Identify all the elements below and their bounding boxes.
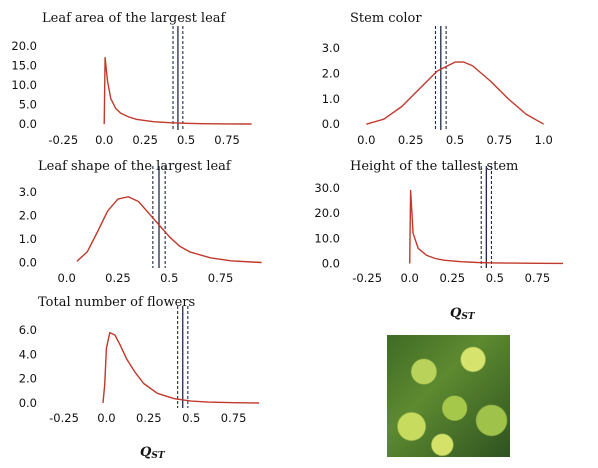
chart-3-density-curve [76,196,262,264]
chart-5-ytick-label: 0.0 [19,396,37,410]
chart-1-ytick-label: 0.0 [19,117,37,131]
chart-1-ytick-label: 10.0 [11,78,37,92]
chart-2-xtick-label: 0.25 [398,133,424,147]
chart-2-ytick-label: 1.0 [322,92,340,106]
chart-5-xtick-label: 0.75 [221,411,247,425]
chart-1-xtick-label: 0.25 [132,133,158,147]
chart-5-ytick-label: 4.0 [19,347,37,361]
chart-5-ytick-label: 6.0 [19,323,37,337]
chart-4-xtick-label: 0.5 [486,271,504,285]
chart-5-xtick-label: 0.0 [97,411,115,425]
chart-1-xtick-label: 0.75 [214,133,240,147]
chart-1-ytick-label: 15.0 [11,58,37,72]
chart-4-ytick-label: 20.0 [314,206,340,220]
chart-1-xtick-label: 0.0 [95,133,113,147]
chart-4-xtick-label: -0.25 [352,271,382,285]
chart-4-title: Height of the tallest stem [350,159,518,174]
chart-3-title: Leaf shape of the largest leaf [38,159,232,174]
chart-2-ytick-label: 0.0 [322,117,340,131]
chart-1-xtick-label: -0.25 [48,133,78,147]
chart-1-xtick-label: 0.5 [177,133,195,147]
chart-2-title: Stem color [350,11,422,26]
chart-3-xtick-label: 0.5 [160,271,178,285]
chart-5-xtick-label: -0.25 [49,411,79,425]
chart-5-xtick-label: 0.5 [182,411,200,425]
chart-2-xtick-label: 0.0 [357,133,375,147]
chart-2-xtick-label: 0.5 [446,133,464,147]
chart-1-title: Leaf area of the largest leaf [42,11,227,26]
plant-photo [387,335,510,457]
chart-4-ytick-label: 10.0 [314,231,340,245]
chart-2-xtick-label: 1.0 [535,133,553,147]
chart-3-ytick-label: 2.0 [19,209,37,223]
chart-4-xtick-label: 0.75 [525,271,551,285]
chart-2-xtick-label: 0.75 [487,133,513,147]
chart-5-ytick-label: 2.0 [19,372,37,386]
chart-4-ytick-label: 30.0 [314,181,340,195]
chart-1-ytick-label: 5.0 [19,98,37,112]
chart-5-density-curve [102,331,260,404]
chart-2-ytick-label: 3.0 [322,41,340,55]
chart-5-xtick-label: 0.25 [136,411,162,425]
chart-3-ytick-label: 3.0 [19,185,37,199]
chart-1-density-curve [103,56,252,125]
plots-group: Leaf area of the largest leaf 0.0 5.0 10.0 1… [11,11,564,425]
chart-3-xtick-label: 0.25 [105,271,131,285]
chart-4-xtick-label: 0.25 [439,271,465,285]
qst-axis-label-bottom: QST [140,445,166,461]
chart-4-ytick-label: 0.0 [322,256,340,270]
chart-3-xtick-label: 0.75 [208,271,234,285]
chart-2-density-curve [366,61,545,125]
chart-3-xtick-label: 0.0 [57,271,75,285]
chart-5-title: Total number of flowers [38,295,195,310]
chart-2-ytick-label: 2.0 [322,66,340,80]
chart-4-density-curve [409,189,564,265]
chart-4-xtick-label: 0.0 [401,271,419,285]
chart-1-ytick-label: 20.0 [11,39,37,53]
qst-axis-label-right: QST [450,306,476,322]
chart-3-ytick-label: 0.0 [19,255,37,269]
chart-3-ytick-label: 1.0 [19,232,37,246]
